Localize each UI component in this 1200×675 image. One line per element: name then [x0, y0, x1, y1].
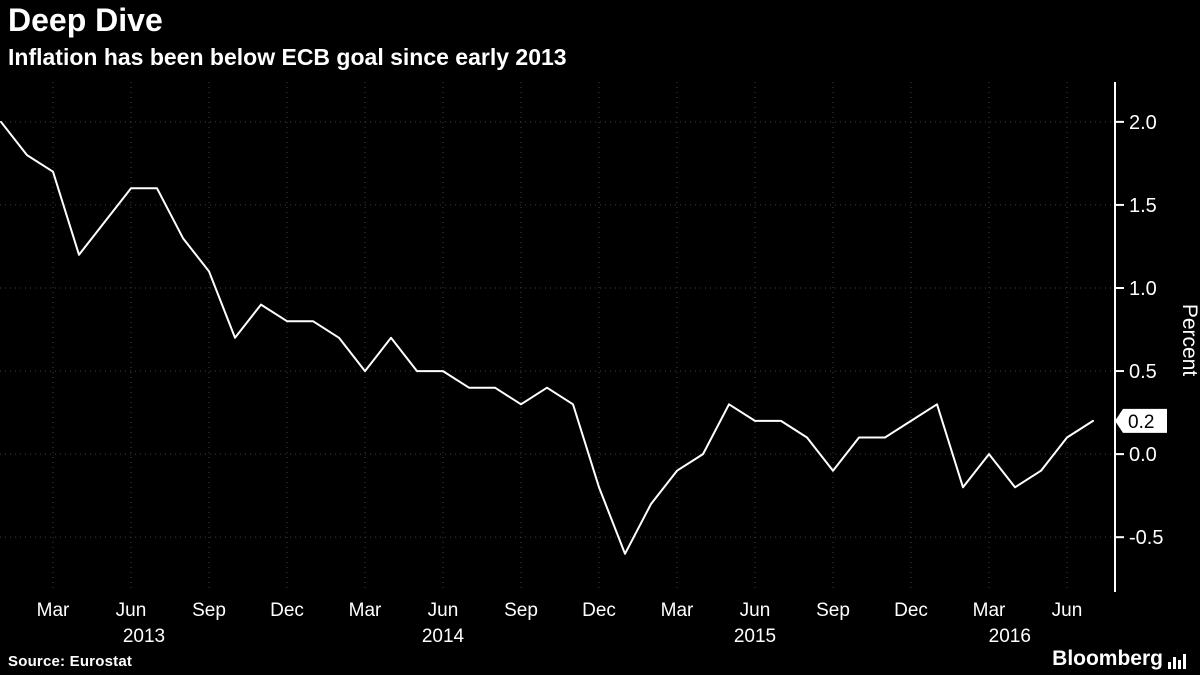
- bloomberg-bars-icon: [1168, 653, 1186, 669]
- svg-text:2.0: 2.0: [1129, 112, 1157, 134]
- svg-text:Jun: Jun: [1052, 600, 1083, 621]
- svg-text:Jun: Jun: [740, 600, 771, 621]
- last-value-marker: 0.2: [1115, 408, 1167, 433]
- svg-text:-0.5: -0.5: [1129, 527, 1163, 549]
- bloomberg-logo: Bloomberg: [1052, 647, 1186, 671]
- x-gridlines: [52, 82, 1068, 592]
- svg-text:Dec: Dec: [582, 600, 616, 621]
- y-gridlines: [0, 121, 1115, 538]
- y-axis-ticks: [1115, 120, 1124, 539]
- y-axis-labels: 2.0 1.5 1.0 0.5 0.0 -0.5: [1129, 112, 1163, 549]
- svg-text:Mar: Mar: [37, 600, 70, 621]
- chart-subtitle: Inflation has been below ECB goal since …: [8, 44, 567, 70]
- x-axis-labels: Mar Jun Sep Dec Mar Jun Sep Dec Mar Jun Sep Dec Mar J…: [37, 600, 1083, 621]
- svg-text:Mar: Mar: [349, 600, 382, 621]
- svg-text:Sep: Sep: [192, 600, 226, 621]
- svg-text:Jun: Jun: [428, 600, 459, 621]
- svg-text:2014: 2014: [422, 626, 465, 647]
- svg-text:2015: 2015: [734, 626, 776, 647]
- svg-text:0.2: 0.2: [1128, 412, 1154, 433]
- svg-text:1.0: 1.0: [1129, 278, 1157, 300]
- svg-text:2016: 2016: [989, 626, 1031, 647]
- svg-text:Jun: Jun: [116, 600, 147, 621]
- page-title: Deep Dive: [8, 2, 163, 38]
- bloomberg-logo-text: Bloomberg: [1052, 647, 1163, 670]
- y-axis-title: Percent: [1178, 304, 1200, 377]
- svg-text:0.5: 0.5: [1129, 361, 1157, 383]
- svg-text:Dec: Dec: [270, 600, 304, 621]
- source-label: Source: Eurostat: [8, 653, 133, 670]
- svg-text:1.5: 1.5: [1129, 195, 1157, 217]
- svg-text:Sep: Sep: [504, 600, 538, 621]
- svg-text:0.0: 0.0: [1129, 444, 1157, 466]
- svg-text:2013: 2013: [123, 626, 165, 647]
- year-labels: 2013 2014 2015 2016: [123, 626, 1031, 647]
- svg-text:Sep: Sep: [816, 600, 850, 621]
- svg-text:Mar: Mar: [973, 600, 1006, 621]
- svg-text:Mar: Mar: [661, 600, 694, 621]
- svg-text:Dec: Dec: [894, 600, 928, 621]
- inflation-line: [0, 120, 1094, 555]
